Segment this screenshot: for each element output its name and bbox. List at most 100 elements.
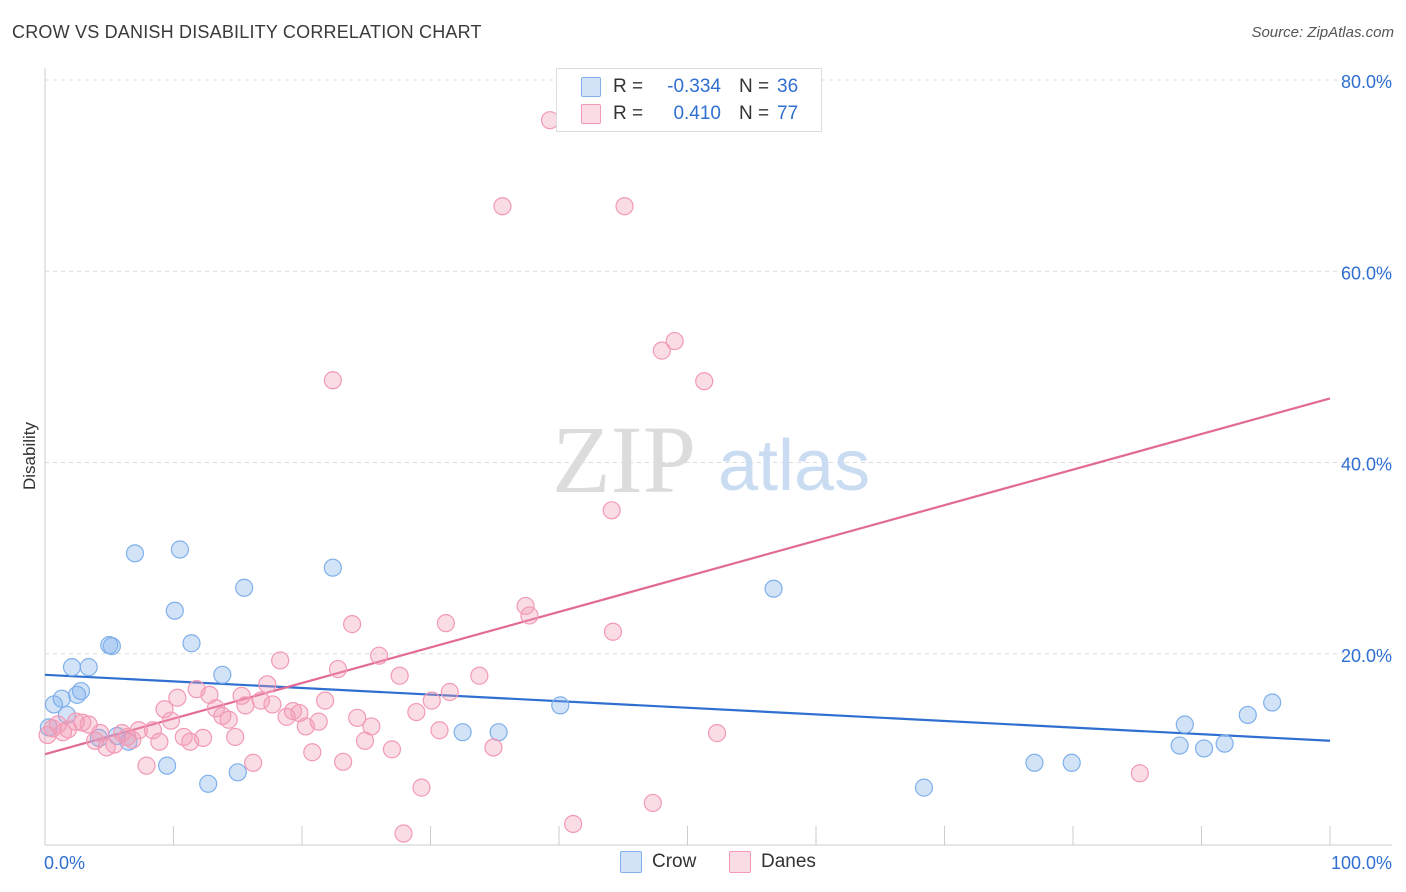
point-danes bbox=[303, 743, 322, 762]
point-danes bbox=[602, 501, 621, 520]
point-danes bbox=[652, 341, 671, 360]
point-danes bbox=[362, 717, 381, 736]
tick-labels: 20.0% 40.0% 60.0% 80.0% 0.0% 100.0% bbox=[44, 72, 1392, 873]
y-axis-label: Disability bbox=[20, 421, 39, 491]
point-danes bbox=[118, 727, 137, 747]
point-danes bbox=[316, 691, 335, 710]
point-danes bbox=[73, 713, 92, 732]
point-danes bbox=[470, 666, 489, 685]
legend-swatch-crow bbox=[581, 77, 601, 97]
point-danes bbox=[244, 753, 263, 772]
point-crow bbox=[62, 658, 82, 677]
legend-n-label: N = bbox=[739, 76, 770, 97]
legend-row-danes: R = 0.410 N = 77 bbox=[581, 102, 798, 126]
point-danes bbox=[603, 622, 623, 641]
watermark-zip: ZIP bbox=[552, 406, 696, 513]
legend-n-value-crow: 36 bbox=[777, 76, 799, 97]
point-danes bbox=[564, 814, 583, 834]
bottom-legend-swatch-danes bbox=[729, 851, 751, 873]
point-danes bbox=[323, 371, 342, 390]
point-crow bbox=[79, 658, 98, 677]
point-crow bbox=[1238, 705, 1257, 725]
point-danes bbox=[695, 372, 714, 391]
point-danes bbox=[707, 724, 727, 743]
point-danes bbox=[643, 793, 662, 813]
point-danes bbox=[129, 721, 148, 740]
legend-n-label: N = bbox=[739, 103, 770, 124]
point-crow bbox=[199, 774, 218, 793]
point-crow bbox=[213, 665, 232, 684]
point-danes bbox=[334, 752, 353, 771]
point-crow bbox=[1215, 734, 1234, 753]
point-danes bbox=[484, 738, 503, 757]
y-tick-label: 80.0% bbox=[1341, 72, 1392, 92]
y-tick-label: 20.0% bbox=[1341, 646, 1392, 666]
x-tick-label: 0.0% bbox=[44, 853, 85, 873]
point-danes bbox=[665, 331, 684, 351]
point-crow bbox=[551, 696, 570, 715]
point-danes bbox=[493, 197, 512, 216]
point-crow bbox=[1263, 693, 1282, 712]
point-danes bbox=[150, 732, 169, 751]
point-danes bbox=[382, 740, 402, 759]
point-danes bbox=[219, 710, 238, 729]
point-danes bbox=[440, 682, 459, 702]
point-danes bbox=[236, 696, 255, 715]
point-danes bbox=[53, 723, 73, 742]
point-danes bbox=[422, 691, 441, 710]
point-crow bbox=[71, 681, 91, 701]
bottom-legend-danes: Danes bbox=[729, 851, 816, 873]
point-danes bbox=[1130, 764, 1149, 783]
legend-r-label: R = bbox=[613, 76, 644, 97]
legend-n-value-danes: 77 bbox=[777, 103, 799, 124]
point-danes bbox=[348, 708, 367, 727]
point-danes bbox=[343, 615, 362, 634]
legend-r-value-crow: -0.334 bbox=[667, 76, 721, 97]
point-danes bbox=[412, 778, 431, 797]
point-danes bbox=[123, 730, 142, 749]
bottom-legend-crow: Crow bbox=[620, 851, 696, 873]
point-danes bbox=[370, 646, 389, 665]
point-danes bbox=[263, 695, 282, 714]
point-crow bbox=[914, 778, 934, 797]
point-danes bbox=[155, 700, 174, 719]
legend-row-crow: R = -0.334 N = 36 bbox=[581, 75, 798, 99]
chart-title: CROW VS DANISH DISABILITY CORRELATION CH… bbox=[12, 22, 482, 42]
point-danes bbox=[394, 824, 413, 843]
point-danes bbox=[137, 756, 156, 775]
point-crow bbox=[182, 634, 201, 653]
point-danes bbox=[436, 614, 456, 633]
point-crow bbox=[102, 636, 121, 656]
point-danes bbox=[232, 686, 251, 705]
point-danes bbox=[143, 721, 163, 740]
watermark-atlas: atlas bbox=[718, 426, 870, 506]
point-danes bbox=[251, 691, 270, 710]
data-points bbox=[38, 111, 1282, 843]
point-crow bbox=[235, 578, 254, 597]
point-crow bbox=[170, 540, 190, 559]
point-danes bbox=[271, 651, 290, 670]
legend-r-value-danes: 0.410 bbox=[673, 103, 721, 124]
point-danes bbox=[407, 702, 426, 722]
bottom-legend-swatch-crow bbox=[620, 851, 642, 873]
point-crow bbox=[323, 558, 342, 577]
point-danes bbox=[226, 727, 245, 747]
correlation-legend: R = -0.334 N = 36 R = 0.410 N = 77 bbox=[556, 68, 822, 132]
point-crow bbox=[165, 601, 184, 620]
legend-swatch-danes bbox=[581, 104, 601, 124]
grid-layer bbox=[45, 79, 1392, 655]
point-danes bbox=[520, 606, 539, 625]
y-tick-label: 40.0% bbox=[1341, 455, 1392, 475]
point-danes bbox=[168, 688, 187, 707]
bottom-legend-label-danes: Danes bbox=[761, 851, 816, 872]
point-danes bbox=[193, 728, 213, 748]
point-crow bbox=[228, 763, 247, 782]
point-crow bbox=[1170, 736, 1189, 755]
bottom-legend-label-crow: Crow bbox=[652, 851, 697, 872]
point-crow bbox=[52, 689, 71, 708]
point-danes bbox=[309, 712, 328, 731]
point-crow bbox=[157, 756, 177, 775]
point-danes bbox=[615, 197, 634, 216]
point-crow bbox=[1062, 753, 1081, 772]
